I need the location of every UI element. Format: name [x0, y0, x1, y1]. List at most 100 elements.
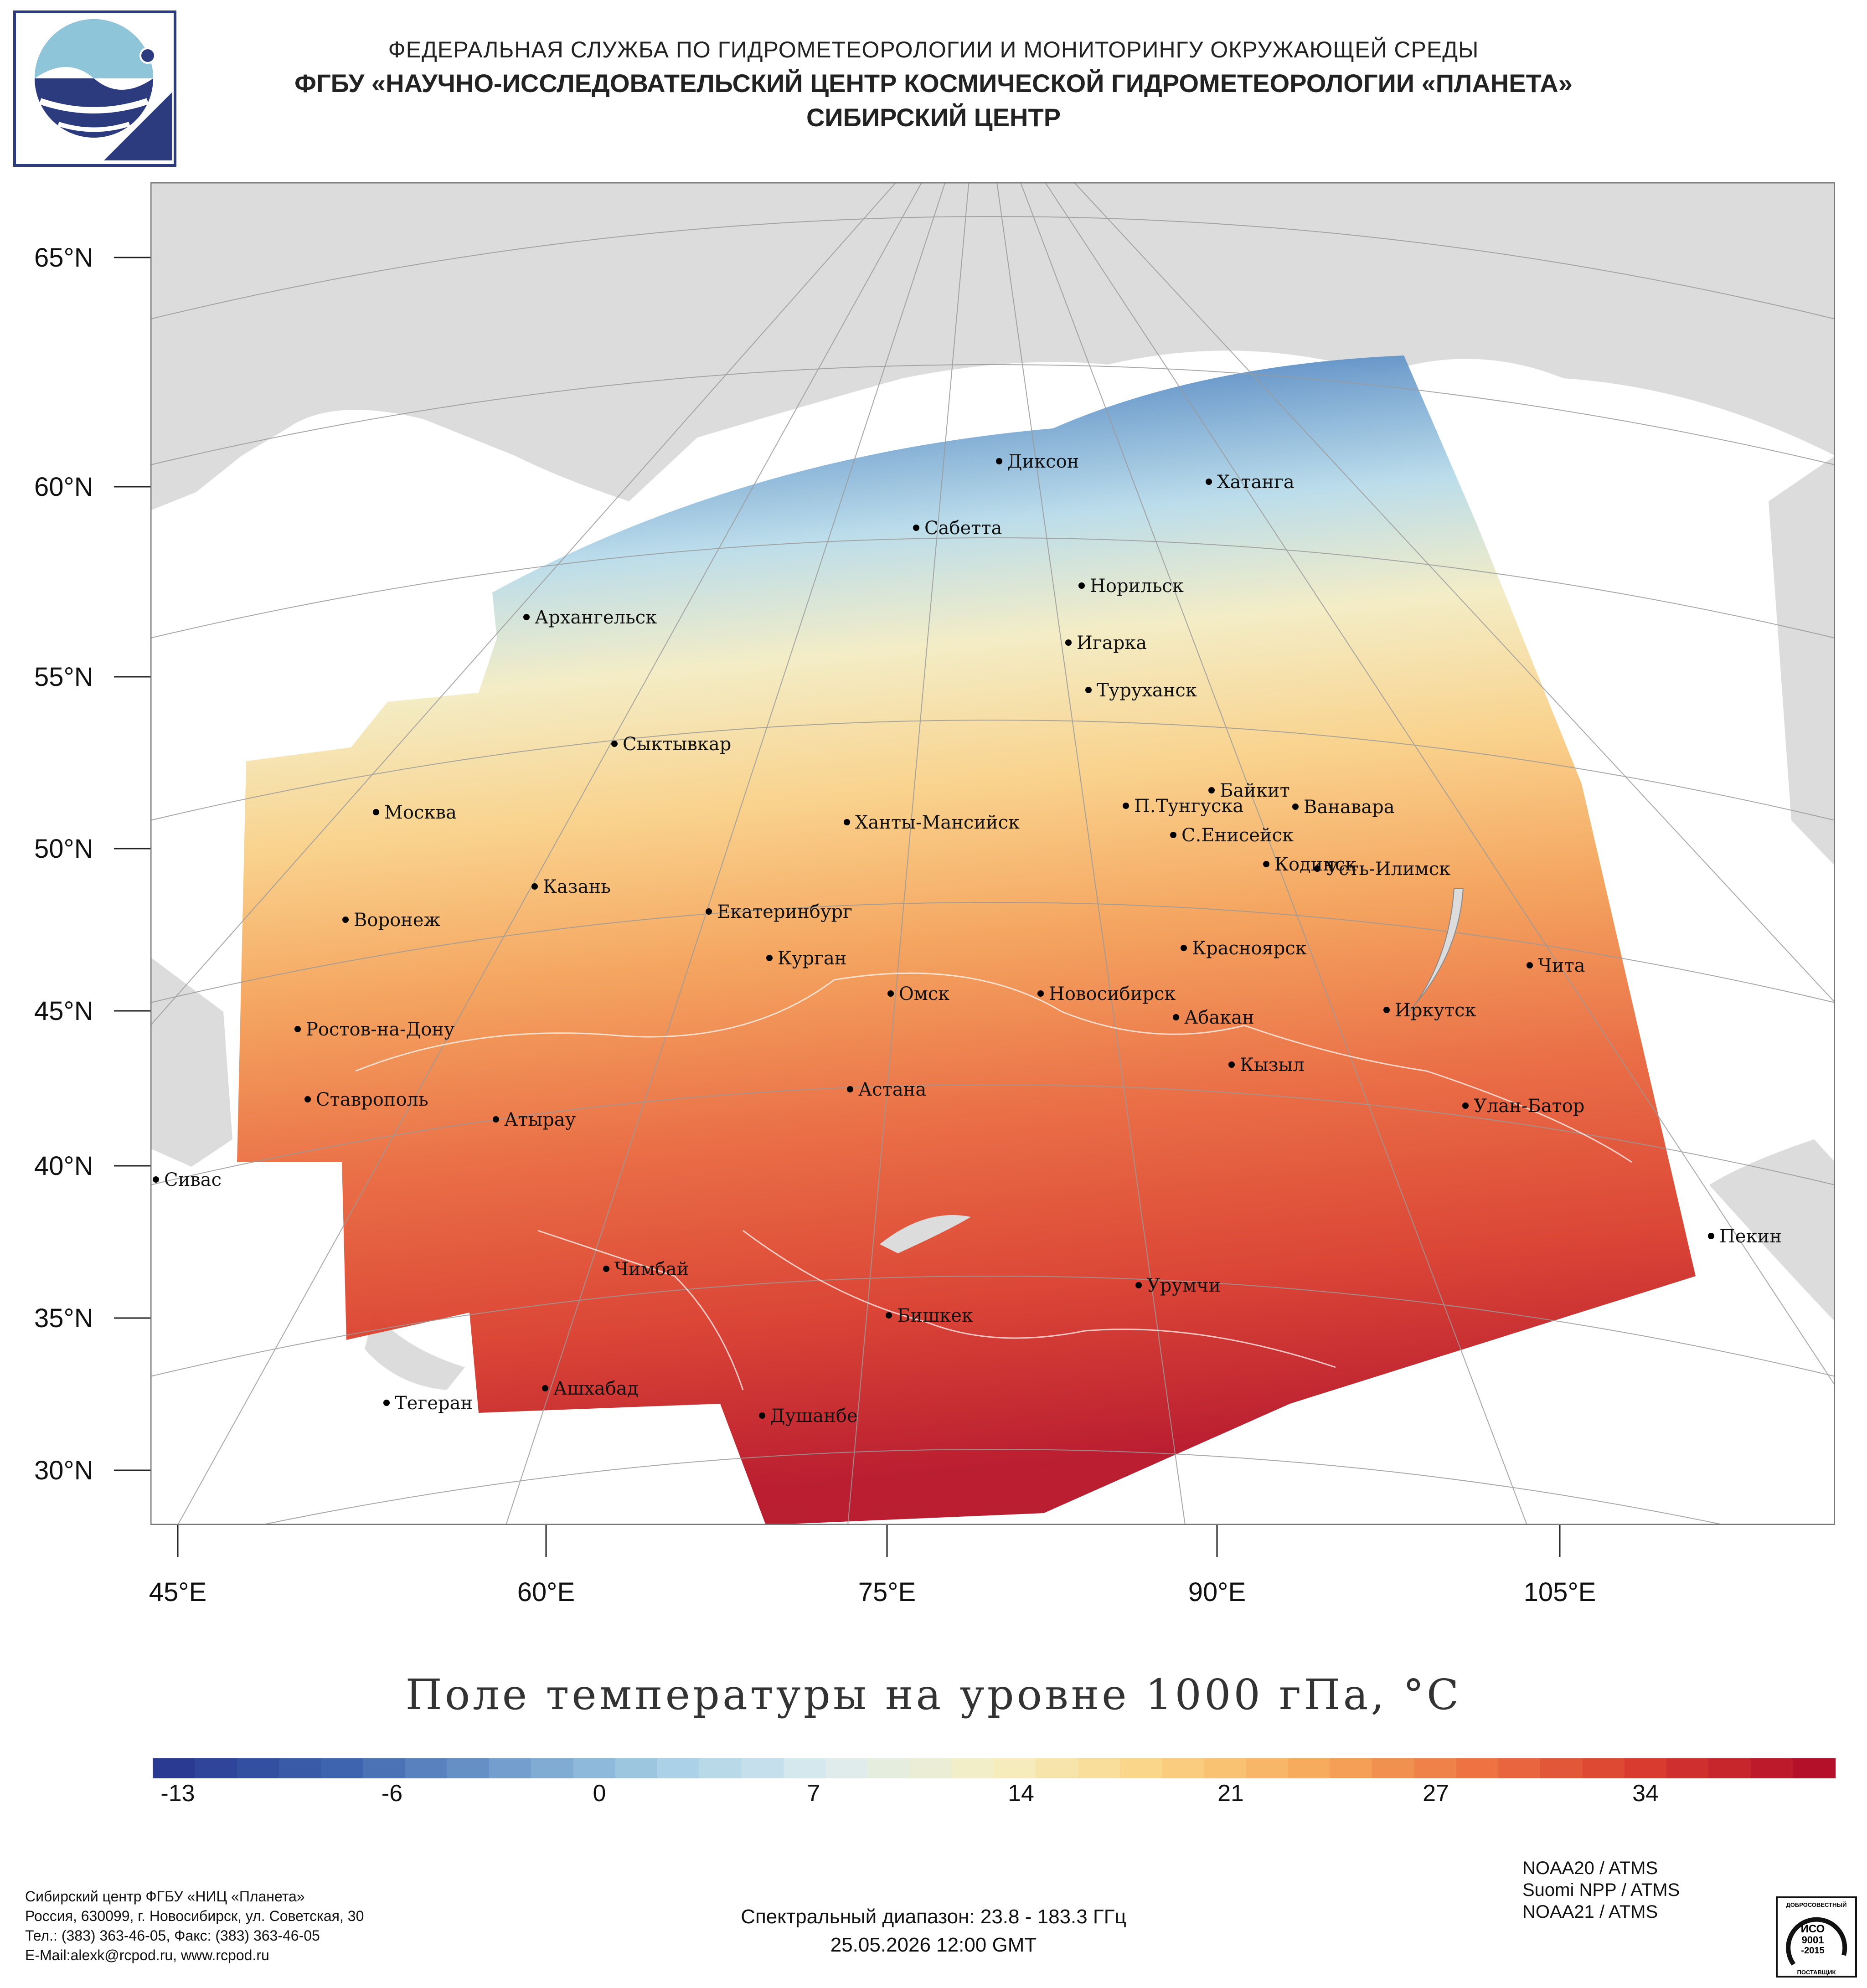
colorbar-segment — [1792, 1758, 1836, 1778]
header-institute: ФГБУ «НАУЧНО-ИССЛЕДОВАТЕЛЬСКИЙ ЦЕНТР КОС… — [294, 69, 1573, 98]
colorbar-segment — [699, 1758, 743, 1778]
colorbar-segment — [1624, 1758, 1667, 1778]
lon-label-105: 105°E — [1523, 1577, 1596, 1607]
city-khanty-mansiysk: Ханты-Мансийск — [844, 812, 1020, 833]
svg-text:Пекин: Пекин — [1719, 1226, 1782, 1247]
colorbar-tick: 7 — [807, 1780, 820, 1807]
colorbar-segment — [615, 1758, 658, 1778]
city-sivas: Сивас — [153, 1169, 222, 1190]
iso-badge: ДОБРОСОВЕСТНЫЙ ИСО 9001 -2015 ПОСТАВЩИК — [1776, 1896, 1857, 1978]
svg-text:Казань: Казань — [543, 876, 611, 897]
header-center: СИБИРСКИЙ ЦЕНТР — [806, 103, 1061, 132]
svg-text:-2015: -2015 — [1801, 1946, 1824, 1956]
colorbar-segment — [237, 1758, 280, 1778]
colorbar-segment — [657, 1758, 701, 1778]
svg-text:Ростов-на-Дону: Ростов-на-Дону — [306, 1019, 455, 1040]
colorbar-segment — [1456, 1758, 1499, 1778]
svg-text:Красноярск: Красноярск — [1192, 938, 1307, 959]
colorbar-segment — [1372, 1758, 1415, 1778]
city-urumqi: Урумчи — [1135, 1275, 1221, 1296]
colorbar-segment — [1204, 1758, 1247, 1778]
colorbar-segment — [1708, 1758, 1752, 1778]
city-kodinsk: Кодинск — [1263, 854, 1356, 875]
colorbar-segment — [741, 1758, 784, 1778]
colorbar-segment — [363, 1758, 406, 1778]
city-chimbay: Чимбай — [603, 1259, 689, 1280]
instruments: NOAA20 / ATMS Suomi NPP / ATMS NOAA21 / … — [1522, 1857, 1680, 1923]
city-s-eniseysk: С.Енисейск — [1170, 825, 1294, 846]
city-sabetta: Сабетта — [913, 518, 1002, 539]
svg-text:Екатеринбург: Екатеринбург — [717, 901, 852, 922]
colorbar-segment — [783, 1758, 826, 1778]
svg-text:Кодинск: Кодинск — [1274, 854, 1356, 875]
city-atyrau: Атырау — [493, 1109, 576, 1130]
temperature-map: Диксон Хатанга Сабетта Норильск Архангел… — [150, 182, 1835, 1525]
svg-text:Усть-Илимск: Усть-Илимск — [1325, 859, 1450, 880]
lon-label-60: 60°E — [517, 1577, 575, 1607]
svg-text:Абакан: Абакан — [1184, 1007, 1254, 1028]
lat-label-30: 30°N — [34, 1456, 93, 1485]
org-contacts: Сибирский центр ФГБУ «НИЦ «Планета» Росс… — [25, 1887, 364, 1965]
svg-text:Сабетта: Сабетта — [924, 518, 1002, 539]
city-norilsk: Норильск — [1078, 576, 1184, 597]
lat-ticks — [114, 257, 150, 1471]
colorbar-segment — [951, 1758, 995, 1778]
svg-text:Урумчи: Урумчи — [1147, 1275, 1221, 1296]
svg-text:Игарка: Игарка — [1077, 633, 1147, 654]
colorbar-segment — [1414, 1758, 1457, 1778]
lat-label-60: 60°N — [34, 472, 93, 502]
svg-text:Воронеж: Воронеж — [354, 910, 440, 931]
city-kyzyl: Кызыл — [1228, 1055, 1305, 1076]
colorbar-segment — [1330, 1758, 1373, 1778]
city-ekaterinburg: Екатеринбург — [706, 901, 852, 922]
city-chita: Чита — [1527, 955, 1585, 976]
colorbar-segment — [1246, 1758, 1289, 1778]
svg-text:Тегеран: Тегеран — [395, 1393, 473, 1414]
city-voronezh: Воронеж — [342, 910, 440, 931]
svg-text:Астана: Астана — [858, 1079, 926, 1100]
planeta-logo — [13, 10, 176, 167]
svg-text:Курган: Курган — [778, 948, 847, 969]
colorbar-segment — [825, 1758, 869, 1778]
lat-label-45: 45°N — [34, 996, 93, 1026]
datetime: 25.05.2026 12:00 GMT — [830, 1934, 1037, 1956]
colorbar-segment — [1162, 1758, 1205, 1778]
colorbar-tick: 27 — [1423, 1780, 1449, 1807]
city-omsk: Омск — [887, 984, 949, 1004]
city-p-tunguska: П.Тунгуска — [1123, 796, 1243, 817]
svg-text:Москва: Москва — [384, 802, 457, 823]
colorbar-title: Поле температуры на уровне 1000 гПа, °C — [405, 1670, 1462, 1719]
colorbar-tick: -13 — [160, 1780, 195, 1807]
lat-label-40: 40°N — [34, 1151, 93, 1181]
lat-label-55: 55°N — [34, 662, 93, 692]
lat-label-65: 65°N — [34, 243, 93, 273]
colorbar-segment — [1498, 1758, 1542, 1778]
city-vanavara: Ванавара — [1292, 797, 1395, 818]
svg-text:ПОСТАВЩИК: ПОСТАВЩИК — [1797, 1969, 1836, 1976]
city-astana: Астана — [847, 1079, 926, 1100]
org-address: Россия, 630099, г. Новосибирск, ул. Сове… — [25, 1908, 364, 1924]
org-email: E-Mail:alexk@rcpod.ru, www.rcpod.ru — [25, 1947, 269, 1963]
svg-text:Ханты-Мансийск: Ханты-Мансийск — [855, 812, 1020, 833]
city-krasnoyarsk: Красноярск — [1181, 938, 1307, 959]
city-tehran: Тегеран — [383, 1393, 473, 1414]
svg-text:Сивас: Сивас — [164, 1169, 222, 1190]
city-stavropol: Ставрополь — [304, 1089, 428, 1110]
svg-text:Ставрополь: Ставрополь — [316, 1089, 428, 1110]
colorbar-segment — [1582, 1758, 1625, 1778]
colorbar-segment — [153, 1758, 196, 1778]
svg-text:Чита: Чита — [1538, 955, 1585, 976]
city-khatanga: Хатанга — [1206, 472, 1295, 493]
colorbar-tick: 21 — [1217, 1780, 1244, 1807]
colorbar-segment — [1750, 1758, 1794, 1778]
city-baikit: Байкит — [1208, 780, 1290, 801]
city-beijing: Пекин — [1708, 1226, 1782, 1247]
colorbar-segment — [867, 1758, 911, 1778]
instrument-item: NOAA20 / ATMS — [1522, 1858, 1658, 1878]
city-igarka: Игарка — [1065, 633, 1147, 654]
lat-label-50: 50°N — [34, 834, 93, 864]
city-kurgan: Курган — [766, 948, 847, 969]
city-syktyvkar: Сыктывкар — [611, 734, 731, 755]
svg-text:Хатанга: Хатанга — [1217, 472, 1295, 493]
city-kazan: Казань — [531, 876, 611, 897]
